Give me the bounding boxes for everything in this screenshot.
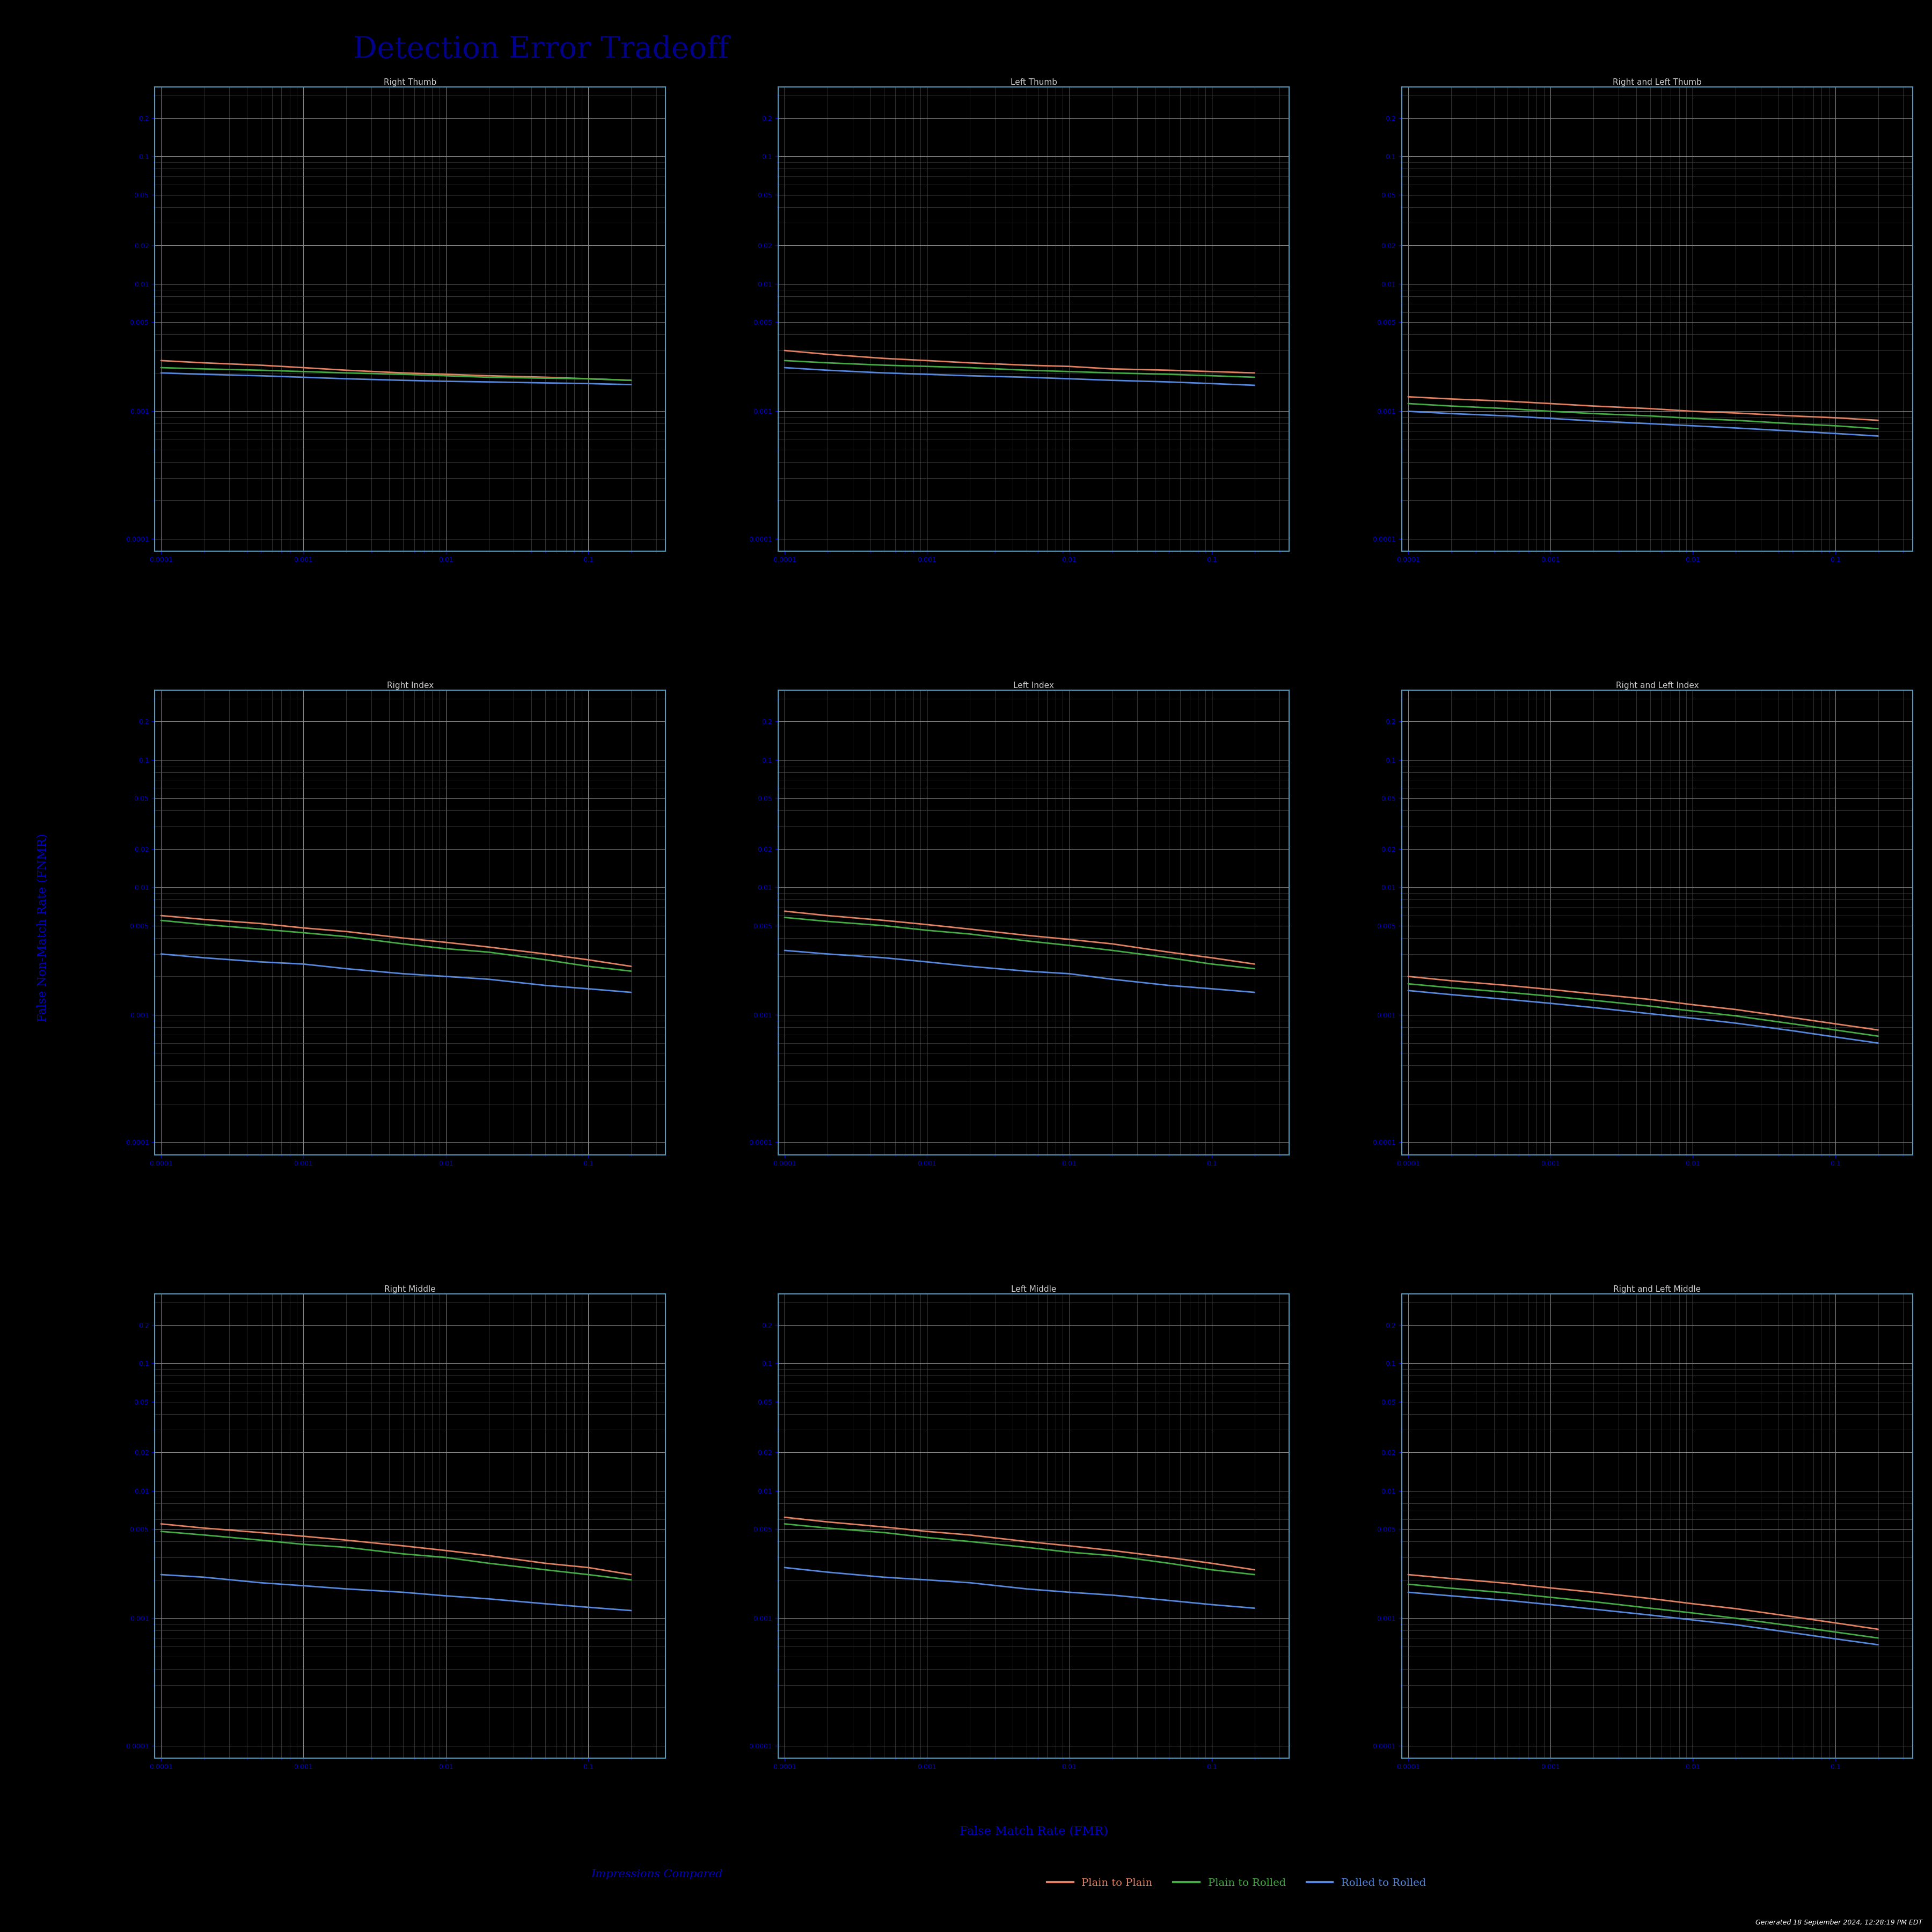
- Text: False Non-Match Rate (FNMR): False Non-Match Rate (FNMR): [37, 833, 48, 1022]
- Text: Detection Error Tradeoff: Detection Error Tradeoff: [354, 35, 728, 64]
- Text: False Match Rate (FMR): False Match Rate (FMR): [960, 1826, 1107, 1837]
- Legend: Plain to Plain, Plain to Rolled, Rolled to Rolled: Plain to Plain, Plain to Rolled, Rolled …: [1043, 1874, 1430, 1891]
- Text: Impressions Compared: Impressions Compared: [591, 1868, 723, 1880]
- Title: Left Index: Left Index: [1012, 682, 1055, 690]
- Title: Left Middle: Left Middle: [1010, 1285, 1057, 1293]
- Title: Left Thumb: Left Thumb: [1010, 79, 1057, 87]
- Title: Right Thumb: Right Thumb: [384, 79, 437, 87]
- Title: Right and Left Middle: Right and Left Middle: [1613, 1285, 1700, 1293]
- Title: Right Index: Right Index: [386, 682, 433, 690]
- Title: Right Middle: Right Middle: [384, 1285, 437, 1293]
- Title: Right and Left Thumb: Right and Left Thumb: [1613, 79, 1702, 87]
- Text: Generated 18 September 2024, 12:28:19 PM EDT: Generated 18 September 2024, 12:28:19 PM…: [1756, 1918, 1922, 1926]
- Title: Right and Left Index: Right and Left Index: [1615, 682, 1698, 690]
